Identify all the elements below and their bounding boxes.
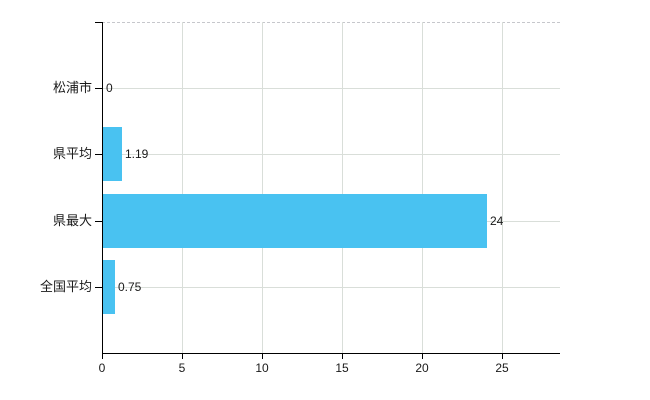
value-label: 1.19 — [125, 147, 149, 161]
y-axis-tick — [95, 221, 102, 222]
vertical-gridline — [502, 22, 503, 353]
horizontal-gridline — [102, 287, 560, 288]
category-label-松浦市: 松浦市 — [52, 80, 92, 95]
x-axis-tick — [182, 354, 183, 359]
y-axis-top-tick — [95, 22, 102, 23]
x-axis-tick — [262, 354, 263, 359]
bar-県平均 — [103, 127, 122, 181]
x-axis-tick — [422, 354, 423, 359]
x-axis-tick — [502, 354, 503, 359]
horizontal-gridline — [102, 88, 560, 89]
x-axis-line — [102, 353, 560, 354]
x-axis-tick-label: 5 — [178, 361, 186, 375]
value-label: 0 — [106, 81, 113, 95]
vertical-gridline — [342, 22, 343, 353]
x-axis-tick — [342, 354, 343, 359]
bar-県最大 — [103, 194, 487, 248]
y-axis-line — [102, 22, 103, 354]
x-axis-tick-label: 0 — [98, 361, 106, 375]
bar-全国平均 — [103, 260, 115, 314]
value-label: 24 — [490, 214, 504, 228]
x-axis-tick — [102, 354, 103, 359]
vertical-gridline — [422, 22, 423, 353]
y-axis-tick — [95, 154, 102, 155]
category-label-県最大: 県最大 — [52, 213, 92, 228]
category-label-全国平均: 全国平均 — [39, 279, 92, 294]
x-axis-tick-label: 25 — [495, 361, 509, 375]
y-axis-tick — [95, 287, 102, 288]
x-axis-tick-label: 20 — [415, 361, 429, 375]
vertical-gridline — [182, 22, 183, 353]
x-axis-tick-label: 10 — [255, 361, 269, 375]
y-axis-tick — [95, 88, 102, 89]
value-label: 0.75 — [118, 280, 142, 294]
plot-top-border — [102, 22, 560, 23]
x-axis-tick-label: 15 — [335, 361, 349, 375]
horizontal-gridline — [102, 154, 560, 155]
vertical-gridline — [262, 22, 263, 353]
category-label-県平均: 県平均 — [52, 146, 92, 161]
